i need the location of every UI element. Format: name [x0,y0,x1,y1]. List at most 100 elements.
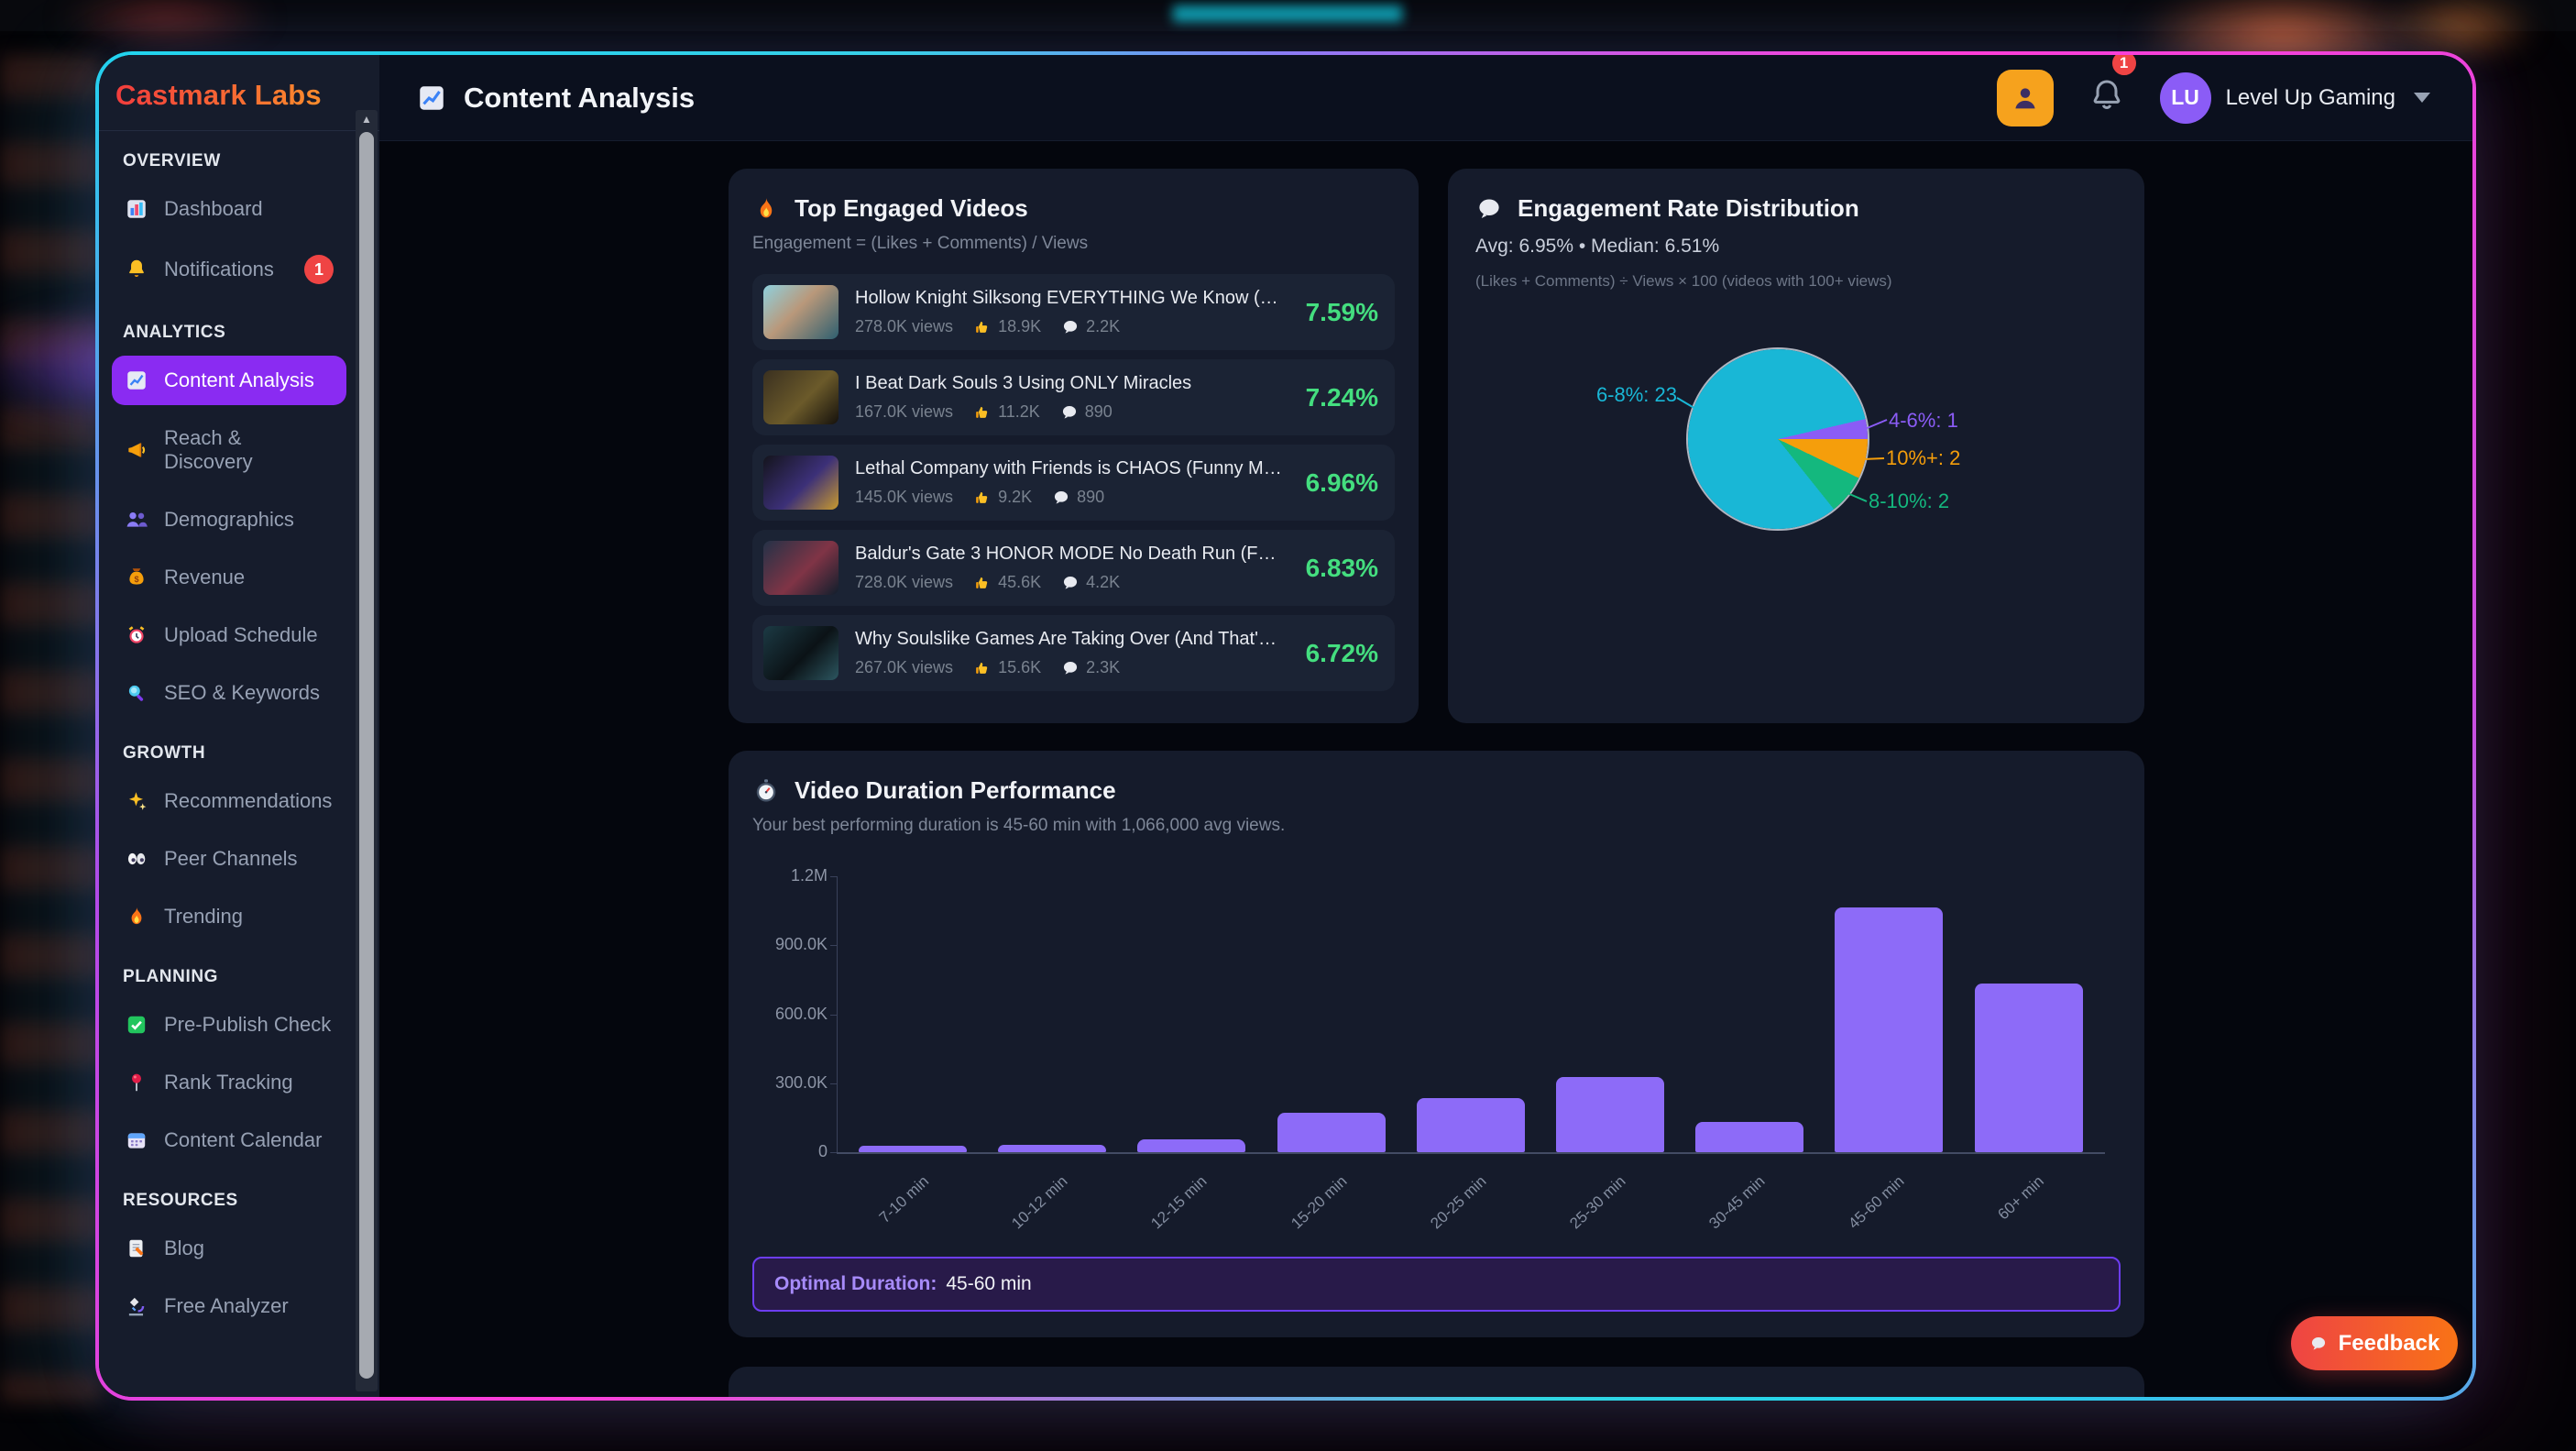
formula-note: (Likes + Comments) ÷ Views × 100 (videos… [1475,272,1892,290]
magnifier-icon [125,681,148,705]
sidebar-scrollbar[interactable]: ▲ [356,110,378,1391]
sidebar-section-label: ANALYTICS [123,323,226,342]
svg-text:$: $ [134,575,138,584]
sidebar-item-label: Blog [164,1237,205,1259]
next-card-partial [729,1367,2144,1397]
video-duration-card: Video Duration Performance Your best per… [729,751,2144,1337]
sidebar-item-peer-channels[interactable]: Peer Channels [112,834,346,884]
video-row[interactable]: Baldur's Gate 3 HONOR MODE No Death Run … [752,530,1395,606]
sidebar-item-recommendations[interactable]: Recommendations [112,776,346,826]
sidebar-item-demographics[interactable]: Demographics [112,495,346,544]
engagement-distribution-card: Engagement Rate Distribution Avg: 6.95% … [1448,169,2144,723]
bar-60+-min[interactable] [1974,984,2083,1152]
sidebar-item-blog[interactable]: Blog [112,1224,346,1273]
bell-icon [2088,77,2125,114]
sidebar-item-label: Reach & Discovery [164,426,253,473]
pie-label-4-6: 4-6%: 1 [1889,409,1958,432]
bar-10-12-min[interactable] [998,1145,1107,1152]
feedback-button[interactable]: Feedback [2291,1316,2458,1370]
video-likes: 15.6K [998,658,1042,676]
sidebar: Castmark Labs OVERVIEW Dashboard Notificat… [99,55,379,1397]
brand-logo: Castmark Labs [99,55,379,131]
sidebar-item-trending[interactable]: Trending [112,892,346,941]
bar-15-20-min[interactable] [1277,1113,1386,1152]
stopwatch-icon [752,777,780,805]
avg-median-stats: Avg: 6.95% • Median: 6.51% [1475,236,1720,257]
y-axis-tick: 600.0K [774,1004,828,1023]
video-views: 728.0K views [855,573,954,591]
x-axis-label: 7-10 min [875,1172,932,1227]
video-likes: 45.6K [998,573,1042,591]
sidebar-item-content-analysis[interactable]: Content Analysis [112,356,346,405]
sidebar-section-label: PLANNING [123,967,219,986]
page-title-wrap: Content Analysis [416,82,695,115]
background-blur-left [0,55,101,1402]
pushpin-icon [125,1071,148,1094]
sidebar-item-content-calendar[interactable]: Content Calendar [112,1116,346,1165]
bar-20-25-min[interactable] [1416,1098,1525,1152]
x-axis-label: 20-25 min [1427,1172,1490,1233]
sidebar-item-revenue[interactable]: $ Revenue [112,553,346,602]
alarm-clock-icon [125,623,148,647]
avatar[interactable]: LU [2159,71,2211,124]
y-axis-tick-mark [830,1083,838,1084]
line-chart-icon [125,368,148,392]
sidebar-item-label: Peer Channels [164,847,298,870]
video-row[interactable]: Hollow Knight Silksong EVERYTHING We Kno… [752,274,1395,350]
top-engaged-videos-card: Top Engaged Videos Engagement = (Likes +… [729,169,1419,723]
pie-chart[interactable] [1688,349,1868,529]
sidebar-item-label: Rank Tracking [164,1071,293,1094]
sidebar-nav: OVERVIEW Dashboard Notifications 1 ANALYTICS… [99,131,379,1358]
card-title: Top Engaged Videos [795,194,1028,222]
bar-25-30-min[interactable] [1556,1077,1665,1152]
optimal-duration-value: 45-60 min [946,1273,1032,1294]
pie-label-10plus: 10%+: 2 [1886,446,1961,469]
x-axis-label: 12-15 min [1147,1172,1211,1233]
sidebar-item-label: Trending [164,905,244,928]
thumbs-up-icon [973,489,992,507]
y-axis-tick: 1.2M [790,866,828,885]
engagement-rate: 6.96% [1305,467,1378,497]
sidebar-item-seo-keywords[interactable]: SEO & Keywords [112,668,346,718]
sidebar-item-label: Content Calendar [164,1128,323,1151]
card-title-wrap: Engagement Rate Distribution [1475,194,2117,223]
notifications-button[interactable]: 1 [2088,55,2138,118]
video-thumbnail [763,541,839,595]
video-row[interactable]: Lethal Company with Friends is CHAOS (Fu… [752,445,1395,521]
sidebar-item-rank-tracking[interactable]: Rank Tracking [112,1058,346,1107]
sidebar-item-notifications[interactable]: Notifications 1 [112,242,346,297]
sidebar-item-label: Dashboard [164,197,263,220]
speech-balloon-icon [1061,318,1080,336]
feedback-label: Feedback [2338,1330,2440,1356]
scrollbar-thumb[interactable] [359,132,374,1379]
sidebar-item-free-analyzer[interactable]: Free Analyzer [112,1281,346,1331]
main-content: Top Engaged Videos Engagement = (Likes +… [379,141,2472,1397]
account-menu[interactable]: LU Level Up Gaming [2159,71,2430,124]
video-comments: 2.3K [1086,658,1121,676]
speech-balloon-icon [1052,489,1070,507]
sidebar-item-dashboard[interactable]: Dashboard [112,184,346,234]
scrollbar-up-arrow-icon[interactable]: ▲ [361,113,372,126]
sidebar-item-badge: 1 [304,255,334,284]
video-row[interactable]: Why Soulslike Games Are Taking Over (And… [752,615,1395,691]
chevron-down-icon [2414,93,2430,103]
sidebar-item-reach-discovery[interactable]: Reach & Discovery [112,413,346,487]
video-row[interactable]: I Beat Dark Souls 3 Using ONLY Miracles 1… [752,359,1395,435]
video-comments: 890 [1077,488,1105,506]
engagement-rate: 7.59% [1305,297,1378,326]
sidebar-item-upload-schedule[interactable]: Upload Schedule [112,610,346,660]
speech-balloon-icon [1475,195,1503,223]
video-title: Baldur's Gate 3 HONOR MODE No Death Run … [855,544,1284,564]
thumbs-up-icon [973,403,992,422]
card-title-wrap: Video Duration Performance [752,776,2121,805]
y-axis-tick: 0 [817,1142,828,1160]
top-bar: Content Analysis 1 LU Level Up Gaming [379,55,2472,141]
bar-30-45-min[interactable] [1695,1122,1804,1152]
video-thumbnail [763,285,839,339]
bar-45-60-min[interactable] [1835,907,1944,1152]
profile-button[interactable] [1996,69,2054,126]
sidebar-item-pre-publish-check[interactable]: Pre-Publish Check [112,1000,346,1050]
bar-12-15-min[interactable] [1137,1139,1246,1152]
pie-label-6-8: 6-8%: 23 [1595,383,1677,406]
bar-7-10-min[interactable] [859,1146,968,1152]
